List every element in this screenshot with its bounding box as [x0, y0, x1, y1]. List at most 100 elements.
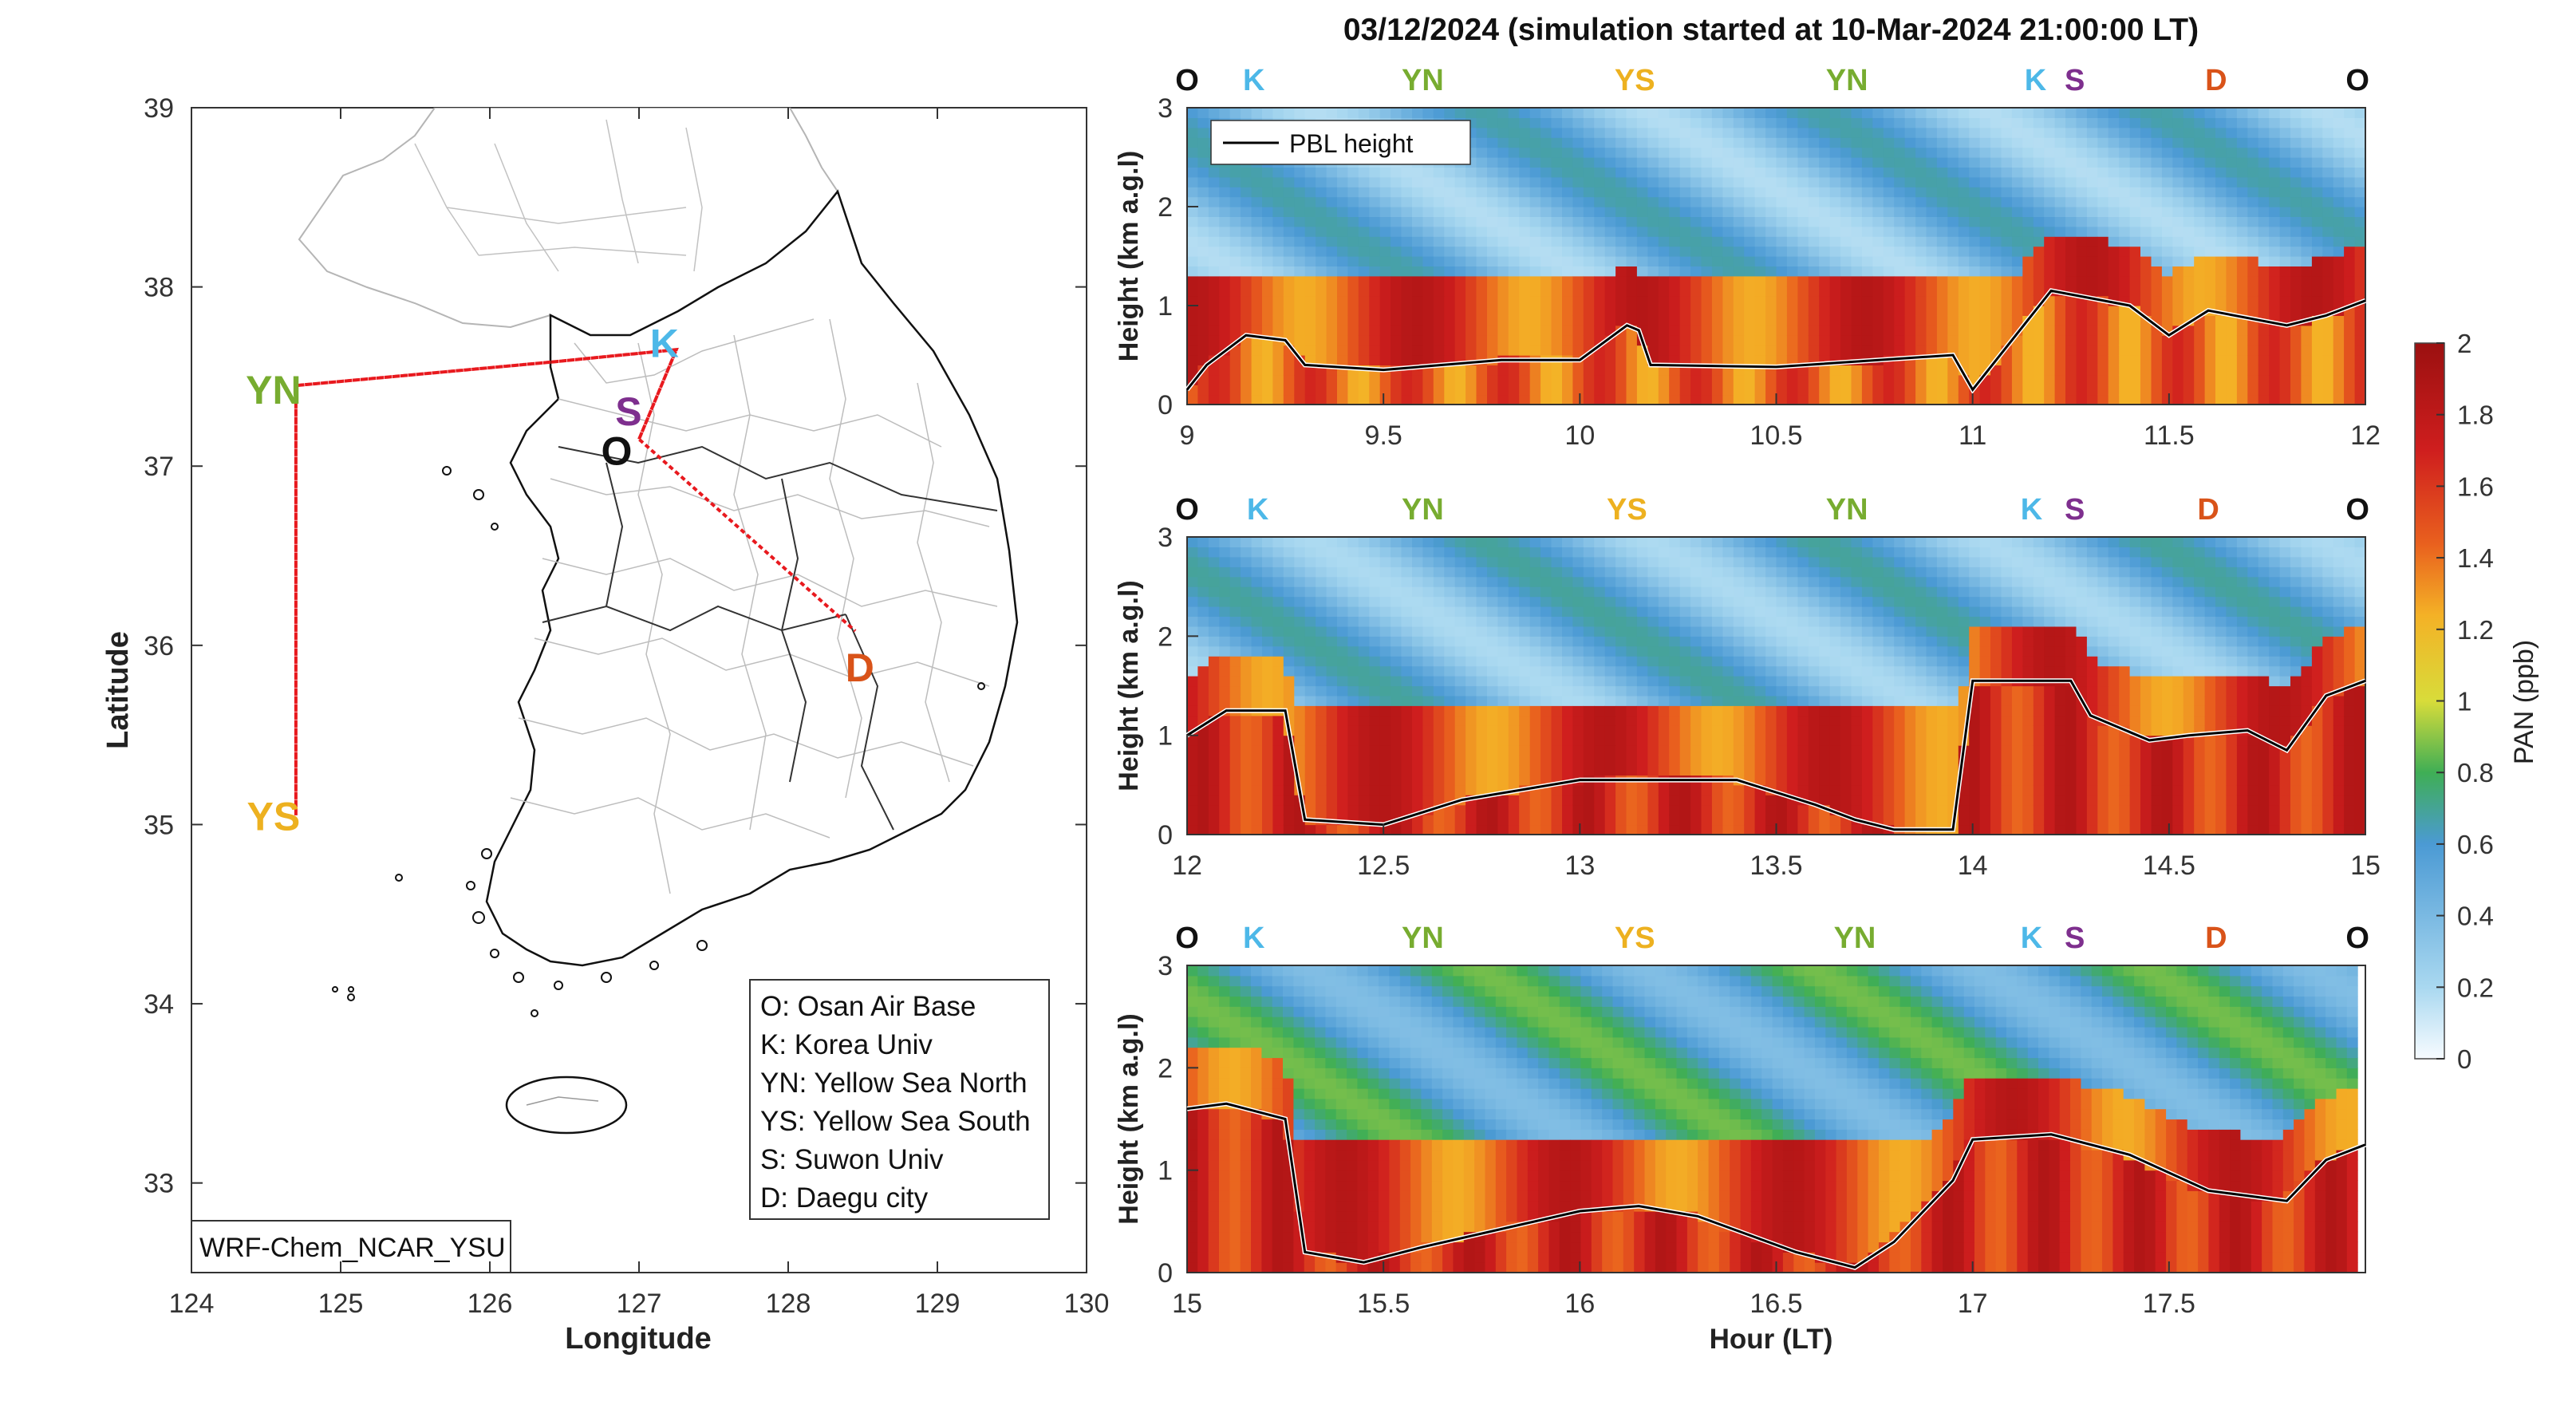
pan-cell	[2279, 207, 2291, 217]
pan-cell	[1690, 616, 1702, 627]
pan-cell	[1947, 176, 1959, 187]
pan-cell	[1487, 656, 1498, 667]
pan-cell	[1208, 196, 1220, 207]
pan-cell	[1454, 187, 1466, 198]
pan-cell	[1379, 256, 1391, 266]
pan-cell	[1540, 286, 1552, 297]
pan-cell	[1636, 795, 1648, 806]
pan-cell	[1604, 586, 1616, 598]
pan-cell	[1347, 576, 1359, 587]
pan-cell	[1229, 795, 1241, 806]
pan-cell	[2172, 196, 2184, 207]
pan-cell	[1572, 335, 1584, 346]
pan-cell	[1219, 207, 1231, 217]
pan-cell	[1326, 636, 1338, 647]
pan-cell	[2001, 157, 2013, 168]
pan-cell	[1711, 335, 1723, 346]
pan-cell	[1391, 286, 1402, 297]
pan-cell	[1508, 824, 1520, 835]
pan-cell	[1711, 616, 1723, 627]
pan-cell	[1669, 636, 1681, 647]
pan-cell	[1615, 207, 1627, 217]
pan-cell	[1219, 626, 1231, 637]
pan-cell	[1369, 266, 1381, 277]
pan-cell	[1626, 576, 1638, 587]
pan-cell	[1669, 576, 1681, 587]
pan-cell	[2001, 176, 2013, 187]
pan-cell	[2086, 355, 2098, 365]
pan-cell	[1872, 226, 1884, 237]
pan-cell	[1679, 547, 1691, 558]
pan-cell	[1401, 196, 1413, 207]
pan-cell	[1776, 226, 1788, 237]
pan-cell	[1476, 547, 1488, 558]
pan-cell	[1497, 216, 1509, 227]
pan-cell	[1487, 275, 1498, 286]
pan-cell	[1358, 325, 1370, 336]
pan-cell	[1487, 335, 1498, 346]
pan-cell	[2097, 345, 2109, 356]
pan-cell	[1636, 784, 1648, 795]
pan-cell	[1926, 365, 1938, 376]
pan-cell	[1636, 645, 1648, 657]
pan-cell	[1422, 765, 1434, 776]
pan-cell	[2097, 256, 2109, 266]
pan-cell	[1401, 566, 1413, 578]
pan-cell	[1765, 226, 1777, 237]
pan-cell	[1947, 147, 1959, 158]
pan-cell	[1466, 645, 1477, 657]
pan-cell	[1829, 335, 1841, 346]
pan-cell	[1583, 286, 1595, 297]
pan-cell	[1519, 804, 1531, 815]
pan-cell	[1744, 636, 1756, 647]
pan-cell	[1615, 715, 1627, 726]
pan-cell	[1241, 196, 1252, 207]
pan-cell	[1391, 626, 1402, 637]
pan-cell	[1197, 616, 1209, 627]
pan-cell	[1679, 745, 1691, 756]
pan-cell	[1251, 256, 1263, 266]
pan-cell	[1594, 616, 1606, 627]
pan-cell	[1529, 586, 1541, 598]
pan-cell	[2290, 207, 2302, 217]
pan-cell	[1229, 695, 1241, 706]
pan-cell	[2226, 266, 2238, 277]
pan-cell	[1401, 275, 1413, 286]
pan-cell	[1958, 147, 1970, 158]
pan-cell	[1444, 815, 1456, 826]
pan-cell	[1894, 256, 1906, 266]
pan-cell	[1187, 676, 1198, 687]
pan-cell	[1936, 167, 1948, 178]
pan-cell	[1316, 645, 1327, 657]
pan-cell	[2258, 108, 2270, 118]
pan-cell	[1583, 394, 1595, 405]
pan-cell	[2001, 374, 2013, 385]
pan-cell	[2022, 127, 2034, 138]
pan-cell	[1679, 187, 1691, 198]
pan-cell	[1926, 295, 1938, 306]
pan-cell	[1551, 547, 1563, 558]
pan-cell	[2301, 325, 2313, 336]
pan-cell	[1272, 315, 1284, 326]
pan-cell	[2301, 127, 2313, 138]
pan-cell	[2011, 286, 2023, 297]
pan-cell	[1476, 196, 1488, 207]
pan-cell	[1851, 385, 1863, 396]
pan-cell	[1272, 246, 1284, 257]
pan-cell	[1529, 394, 1541, 405]
pan-cell	[1347, 256, 1359, 266]
pan-cell	[1765, 236, 1777, 247]
pan-cell	[1508, 385, 1520, 396]
pan-cell	[1765, 137, 1777, 148]
pan-cell	[1508, 137, 1520, 148]
pan-cell	[1861, 196, 1873, 207]
pan-cell	[1358, 804, 1370, 815]
pan-cell	[1701, 394, 1713, 405]
pan-cell	[1497, 137, 1509, 148]
pan-cell	[2054, 108, 2066, 118]
pan-cell	[1926, 196, 1938, 207]
pan-cell	[1433, 815, 1445, 826]
pan-cell	[1187, 556, 1198, 567]
pan-cell	[1391, 275, 1402, 286]
pan-cell	[1754, 216, 1766, 227]
